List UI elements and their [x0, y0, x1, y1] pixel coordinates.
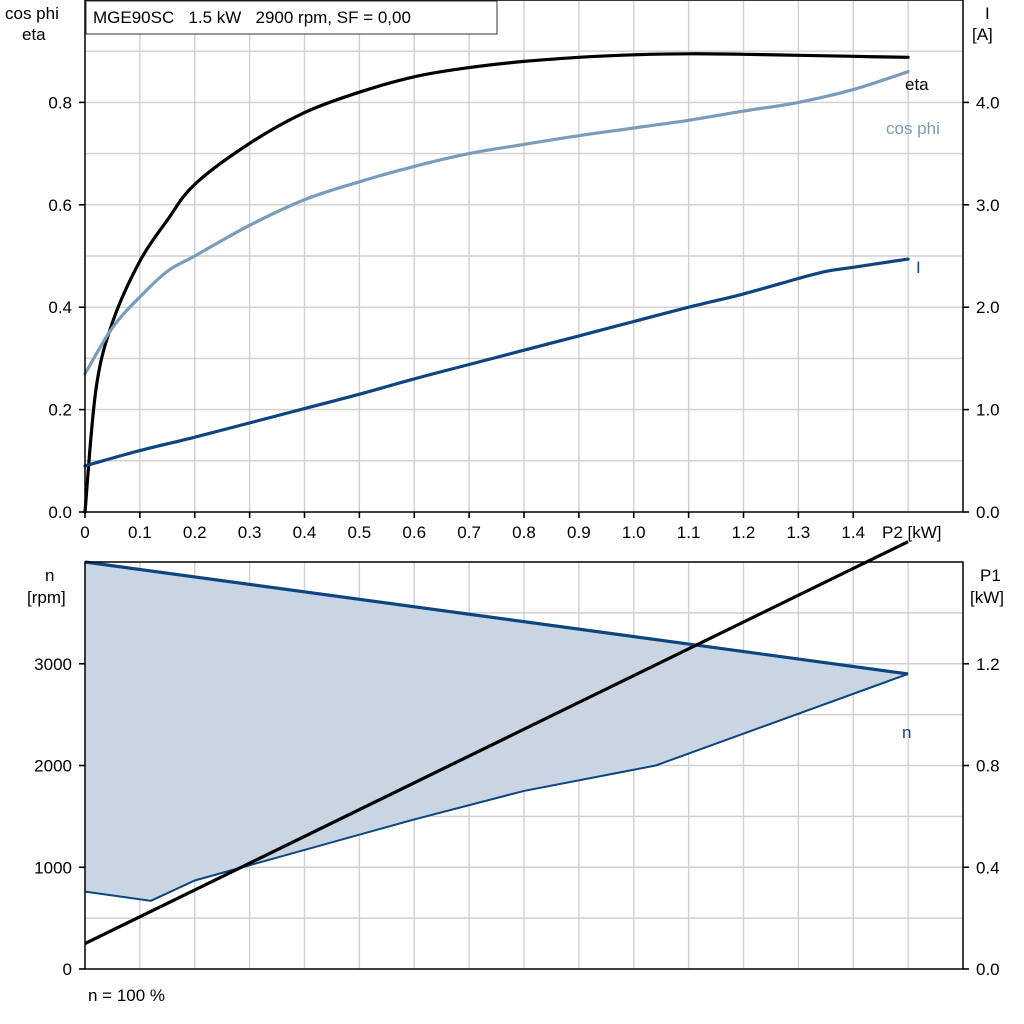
top-x-tick-label: 0 [80, 523, 89, 542]
top-x-tick-label: 1.1 [677, 523, 701, 542]
current-curve [83, 257, 910, 468]
top-x-tick-label: 0.6 [402, 523, 426, 542]
bottom-right-tick-label: 0.8 [976, 757, 1000, 776]
top-x-tick-label: 0.1 [128, 523, 152, 542]
series-label-speed: n [902, 723, 911, 742]
bottom-series-group [84, 540, 909, 946]
top-right-tick-label: 3.0 [976, 196, 1000, 215]
bottom-right-tick-label: 1.2 [976, 655, 1000, 674]
top-x-tick-label: 0.3 [238, 523, 262, 542]
series-label-current: I [916, 258, 921, 277]
speed-max-line [84, 560, 909, 676]
top-x-tick-label: 0.5 [348, 523, 372, 542]
top-right-tick-label: 4.0 [976, 93, 1000, 112]
bottom-right-tick-label: 0.4 [976, 858, 1000, 877]
top-x-tick-label: 0.9 [567, 523, 591, 542]
speed-footnote: n = 100 % [88, 986, 165, 1005]
top-series-group [83, 52, 910, 514]
p1-line [84, 540, 909, 946]
top-x-tick-label: 1.2 [732, 523, 756, 542]
bottom-left-tick-label: 1000 [34, 858, 72, 877]
bottom-right-tick-labels: 0.0 0.4 0.8 1.2 [963, 655, 1000, 979]
top-right-tick-label: 1.0 [976, 401, 1000, 420]
bottom-chart-panel: 0 1000 2000 3000 0.0 0.4 0.8 1.2 n [rpm] P1 [k… [27, 540, 1004, 1005]
top-chart-panel: 0 0.1 0.2 0.3 0.4 0.5 0.6 0.7 0.8 0.9 1.0 1.1 1.2 1.3… [5, 0, 1000, 542]
eta-curve [83, 52, 910, 514]
top-left-tick-label: 0.6 [48, 196, 72, 215]
top-right-axis-label-2: [A] [972, 25, 993, 44]
top-left-tick-label: 0.8 [48, 93, 72, 112]
top-right-tick-labels: 0.0 1.0 2.0 3.0 4.0 [963, 93, 1000, 522]
speed-min-line [84, 672, 909, 902]
bottom-left-tick-labels: 0 1000 2000 3000 [34, 655, 85, 979]
top-right-tick-label: 0.0 [976, 503, 1000, 522]
top-left-tick-label: 0.0 [48, 503, 72, 522]
top-left-tick-labels: 0.0 0.2 0.4 0.6 0.8 [48, 93, 85, 522]
top-x-tick-labels: 0 0.1 0.2 0.3 0.4 0.5 0.6 0.7 0.8 0.9 1.0 1.1 1.2 1.3… [80, 512, 942, 542]
top-x-tick-label: 1.4 [841, 523, 865, 542]
top-x-tick-label: 0.7 [457, 523, 481, 542]
top-x-tick-label: P2 [kW] [882, 523, 942, 542]
bottom-left-axis-label-2: [rpm] [27, 588, 66, 607]
bottom-left-tick-label: 0 [63, 960, 72, 979]
top-x-tick-label: 0.2 [183, 523, 207, 542]
top-left-tick-label: 0.4 [48, 298, 72, 317]
bottom-left-tick-label: 2000 [34, 757, 72, 776]
chart-title: MGE90SC 1.5 kW 2900 rpm, SF = 0,00 [93, 8, 411, 27]
bottom-right-axis-label-1: P1 [980, 566, 1001, 585]
bottom-left-axis-label-1: n [45, 566, 54, 585]
series-label-cos-phi: cos phi [886, 119, 940, 138]
top-right-axis-label-1: I [985, 4, 990, 23]
bottom-left-tick-label: 3000 [34, 655, 72, 674]
top-left-axis-label-1: cos phi [5, 4, 59, 23]
chart-title-box [85, 0, 498, 35]
top-x-tick-label: 1.0 [622, 523, 646, 542]
top-right-tick-label: 2.0 [976, 298, 1000, 317]
bottom-right-tick-label: 0.0 [976, 960, 1000, 979]
top-x-tick-label: 0.8 [512, 523, 536, 542]
top-left-axis-label-2: eta [22, 25, 46, 44]
top-grid [85, 0, 963, 512]
cos-phi-curve [83, 70, 910, 376]
top-x-tick-label: 1.3 [787, 523, 811, 542]
series-label-eta: eta [905, 75, 929, 94]
bottom-right-axis-label-2: [kW] [970, 588, 1004, 607]
top-left-tick-label: 0.2 [48, 401, 72, 420]
top-x-tick-label: 0.4 [293, 523, 317, 542]
